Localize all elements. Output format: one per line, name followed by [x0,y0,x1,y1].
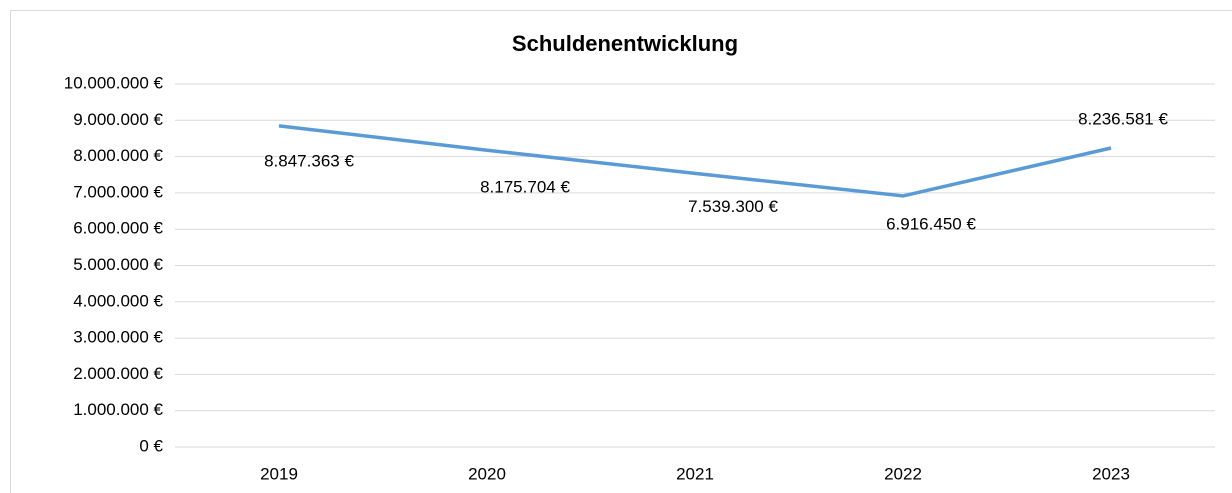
y-tick-label: 2.000.000 € [73,364,163,383]
x-tick-label: 2021 [676,464,714,483]
chart-border [10,10,1232,493]
x-tick-label: 2019 [260,464,298,483]
x-tick-label: 2023 [1092,464,1130,483]
chart-title: Schuldenentwicklung [512,31,738,56]
y-tick-label: 8.000.000 € [73,146,163,165]
y-tick-label: 6.000.000 € [73,219,163,238]
y-tick-label: 7.000.000 € [73,182,163,201]
x-tick-label: 2020 [468,464,506,483]
data-label: 8.236.581 € [1078,109,1168,128]
y-tick-label: 4.000.000 € [73,291,163,310]
y-tick-label: 9.000.000 € [73,110,163,129]
y-tick-label: 1.000.000 € [73,400,163,419]
x-tick-label: 2022 [884,464,922,483]
data-label: 6.916.450 € [886,214,976,233]
data-label: 8.175.704 € [480,178,570,197]
data-line [278,124,1112,198]
data-label: 8.847.363 € [264,151,354,170]
y-tick-label: 0 € [139,436,163,455]
y-tick-label: 10.000.000 € [64,73,164,92]
data-label: 7.539.300 € [688,197,778,216]
y-tick-label: 5.000.000 € [73,255,163,274]
y-tick-label: 3.000.000 € [73,328,163,347]
